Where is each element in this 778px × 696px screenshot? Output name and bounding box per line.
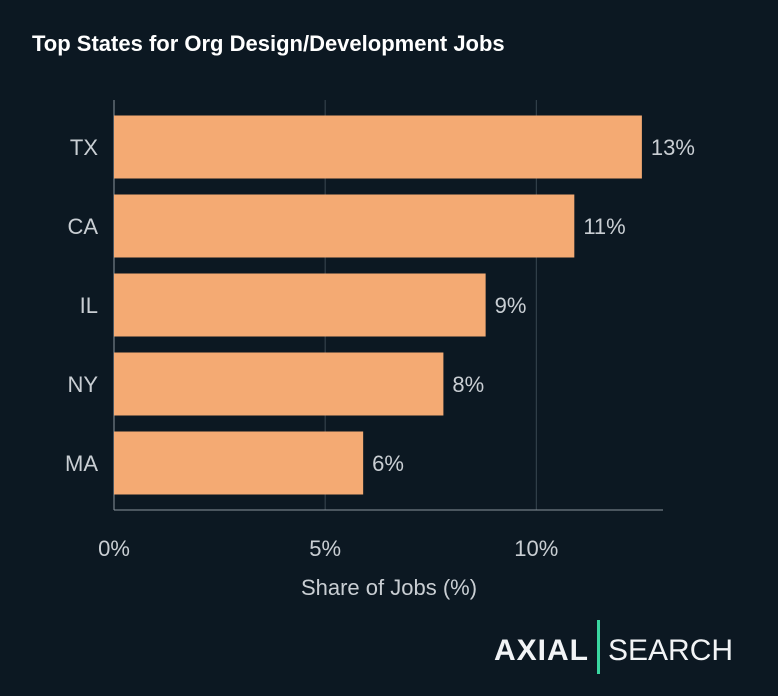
data-label: 6% bbox=[372, 451, 404, 476]
y-tick-label: MA bbox=[65, 451, 98, 476]
x-tick-labels: 0% 5% 10% bbox=[98, 536, 558, 561]
bar-ma bbox=[114, 431, 364, 495]
data-label: 13% bbox=[651, 135, 695, 160]
x-tick-label: 10% bbox=[514, 536, 558, 561]
logo-product: SEARCH bbox=[608, 634, 733, 667]
bar-tx bbox=[114, 115, 642, 179]
data-label: 11% bbox=[583, 214, 625, 239]
bar-il bbox=[114, 273, 486, 337]
data-label: 8% bbox=[452, 372, 484, 397]
data-label: 9% bbox=[495, 293, 527, 318]
y-tick-label: IL bbox=[80, 293, 98, 318]
x-tick-label: 0% bbox=[98, 536, 130, 561]
logo-divider bbox=[597, 620, 600, 674]
axial-search-logo: AXIAL SEARCH bbox=[494, 620, 733, 674]
y-tick-label: NY bbox=[67, 372, 98, 397]
y-tick-label: CA bbox=[67, 214, 98, 239]
bar-ny bbox=[114, 352, 444, 416]
bars: 13% 11% 9% 8% 6% bbox=[114, 115, 695, 495]
logo-brand: AXIAL bbox=[494, 634, 589, 667]
bar-ca bbox=[114, 194, 575, 258]
y-tick-labels: TX CA IL NY MA bbox=[65, 135, 98, 476]
x-axis-label: Share of Jobs (%) bbox=[301, 575, 477, 600]
chart-title: Top States for Org Design/Development Jo… bbox=[32, 31, 505, 56]
x-tick-label: 5% bbox=[309, 536, 341, 561]
y-tick-label: TX bbox=[70, 135, 98, 160]
